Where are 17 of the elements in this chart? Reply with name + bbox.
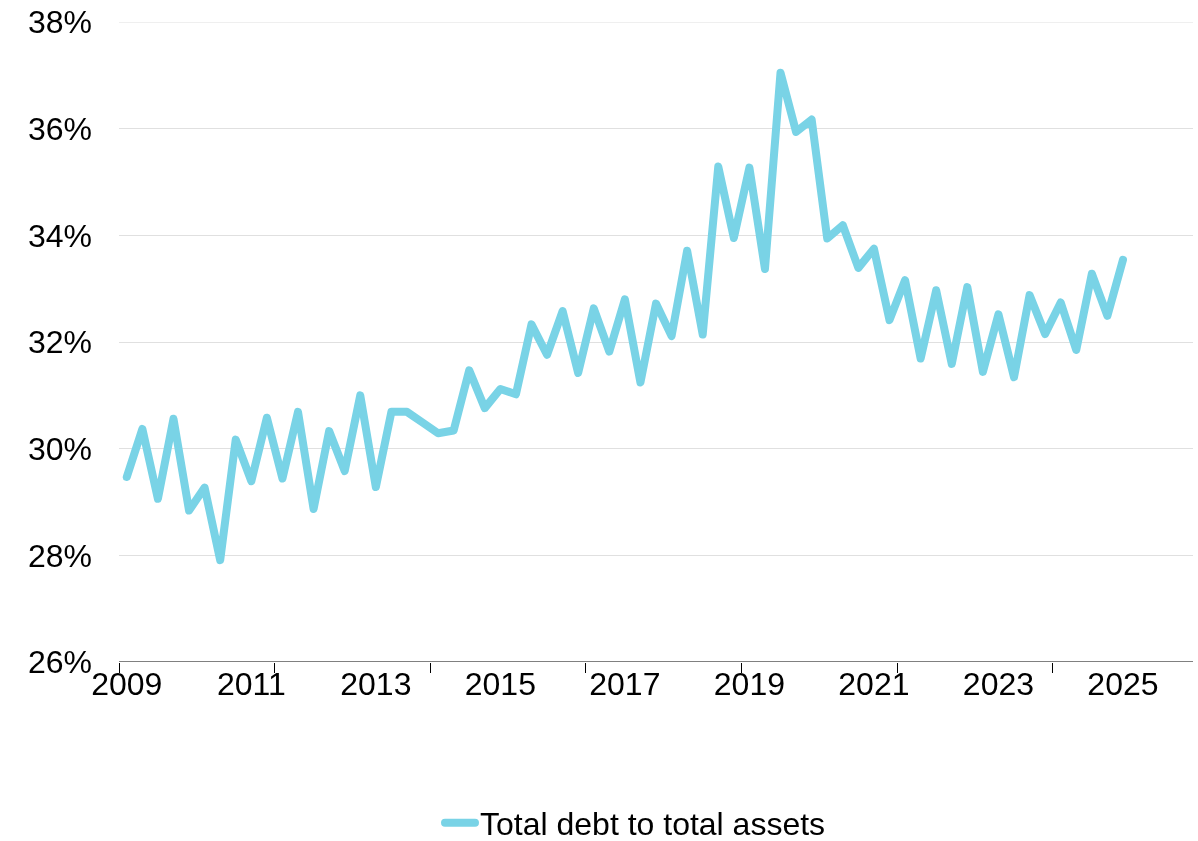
legend-label: Total debt to total assets <box>480 806 826 841</box>
y-tick-label: 30% <box>27 430 92 467</box>
x-tick-label: 2017 <box>589 666 661 702</box>
x-tick-label: 2021 <box>838 666 910 702</box>
y-tick-label: 26% <box>27 644 92 681</box>
x-tick-label: 2023 <box>962 666 1035 702</box>
x-tick-label: 2009 <box>91 666 163 702</box>
x-tick-label: 2013 <box>340 666 412 702</box>
y-tick-label: 32% <box>27 324 92 361</box>
x-tick-label: 2011 <box>216 666 286 702</box>
y-tick-label: 36% <box>27 110 92 147</box>
x-tick-label: 2019 <box>713 666 785 702</box>
y-tick-label: 38% <box>27 4 92 41</box>
y-tick-label: 34% <box>27 217 92 254</box>
x-tick-label: 2015 <box>464 666 536 702</box>
y-tick-label: 28% <box>27 537 92 574</box>
x-tick-label: 2025 <box>1087 666 1159 702</box>
